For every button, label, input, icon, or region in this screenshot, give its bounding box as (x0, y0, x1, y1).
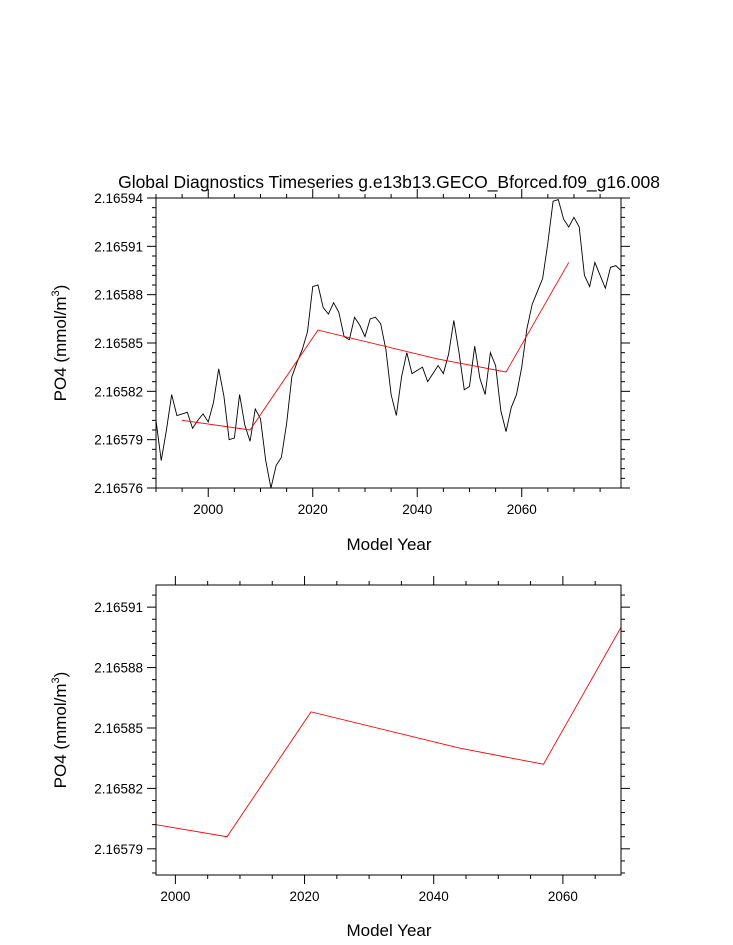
y-tick-label: 2.16579 (94, 433, 143, 448)
y-tick-label: 2.16585 (94, 721, 143, 736)
x-axis-label: Model Year (346, 921, 431, 940)
y-tick-label: 2.16582 (94, 781, 143, 796)
axis-ticks (147, 576, 630, 884)
x-tick-labels: 2000 2020 2040 2060 (160, 889, 578, 904)
y-axis-label-main: PO4 (mmol/m (51, 296, 70, 401)
x-axis-label: Model Year (346, 535, 431, 554)
y-tick-label: 2.16579 (94, 842, 143, 857)
y-tick-label: 2.16585 (94, 336, 143, 351)
y-tick-label: 2.16588 (94, 288, 143, 303)
y-tick-labels: 2.16579 2.16582 2.16585 2.16588 2.16591 (94, 600, 143, 857)
timeseries-line (156, 199, 621, 488)
plot-frame (155, 197, 622, 489)
x-tick-labels: 2000 2020 2040 2060 (193, 502, 537, 517)
axis-ticks (147, 189, 630, 497)
x-tick-label: 2060 (548, 889, 578, 904)
y-tick-label: 2.16591 (94, 239, 143, 254)
x-tick-label: 2020 (290, 889, 320, 904)
data-series (156, 627, 621, 838)
x-tick-label: 2000 (160, 889, 190, 904)
x-tick-label: 2020 (298, 502, 328, 517)
top-timeseries-panel: Global Diagnostics Timeseries g.e13b13.G… (50, 172, 660, 554)
bottom-trend-panel: Model Year PO4 (mmol/m3) 2000 2020 2040 206… (50, 576, 630, 940)
y-tick-labels: 2.16576 2.16579 2.16582 2.16585 2.16588 2.165… (94, 191, 143, 496)
y-axis-label-superscript: 3 (50, 290, 62, 296)
y-axis-label-close: ) (51, 672, 70, 678)
x-tick-label: 2040 (402, 502, 432, 517)
y-axis-label-close: ) (51, 285, 70, 291)
y-tick-label: 2.16594 (94, 191, 143, 206)
y-tick-label: 2.16591 (94, 600, 143, 615)
y-tick-label: 2.16588 (94, 661, 143, 676)
data-series (156, 199, 621, 488)
x-tick-label: 2000 (193, 502, 223, 517)
x-tick-label: 2040 (419, 889, 449, 904)
y-axis-label: PO4 (mmol/m3) (50, 285, 70, 402)
chart-title: Global Diagnostics Timeseries g.e13b13.G… (118, 172, 660, 193)
trend-line (182, 262, 570, 431)
y-axis-label-main: PO4 (mmol/m (51, 683, 70, 788)
y-axis-label: PO4 (mmol/m3) (50, 672, 70, 789)
y-axis-label-superscript: 3 (50, 677, 62, 683)
plot-frame (155, 584, 622, 876)
trend-line (156, 627, 621, 838)
y-tick-label: 2.16582 (94, 384, 143, 399)
y-tick-label: 2.16576 (94, 481, 143, 496)
x-tick-label: 2060 (507, 502, 537, 517)
